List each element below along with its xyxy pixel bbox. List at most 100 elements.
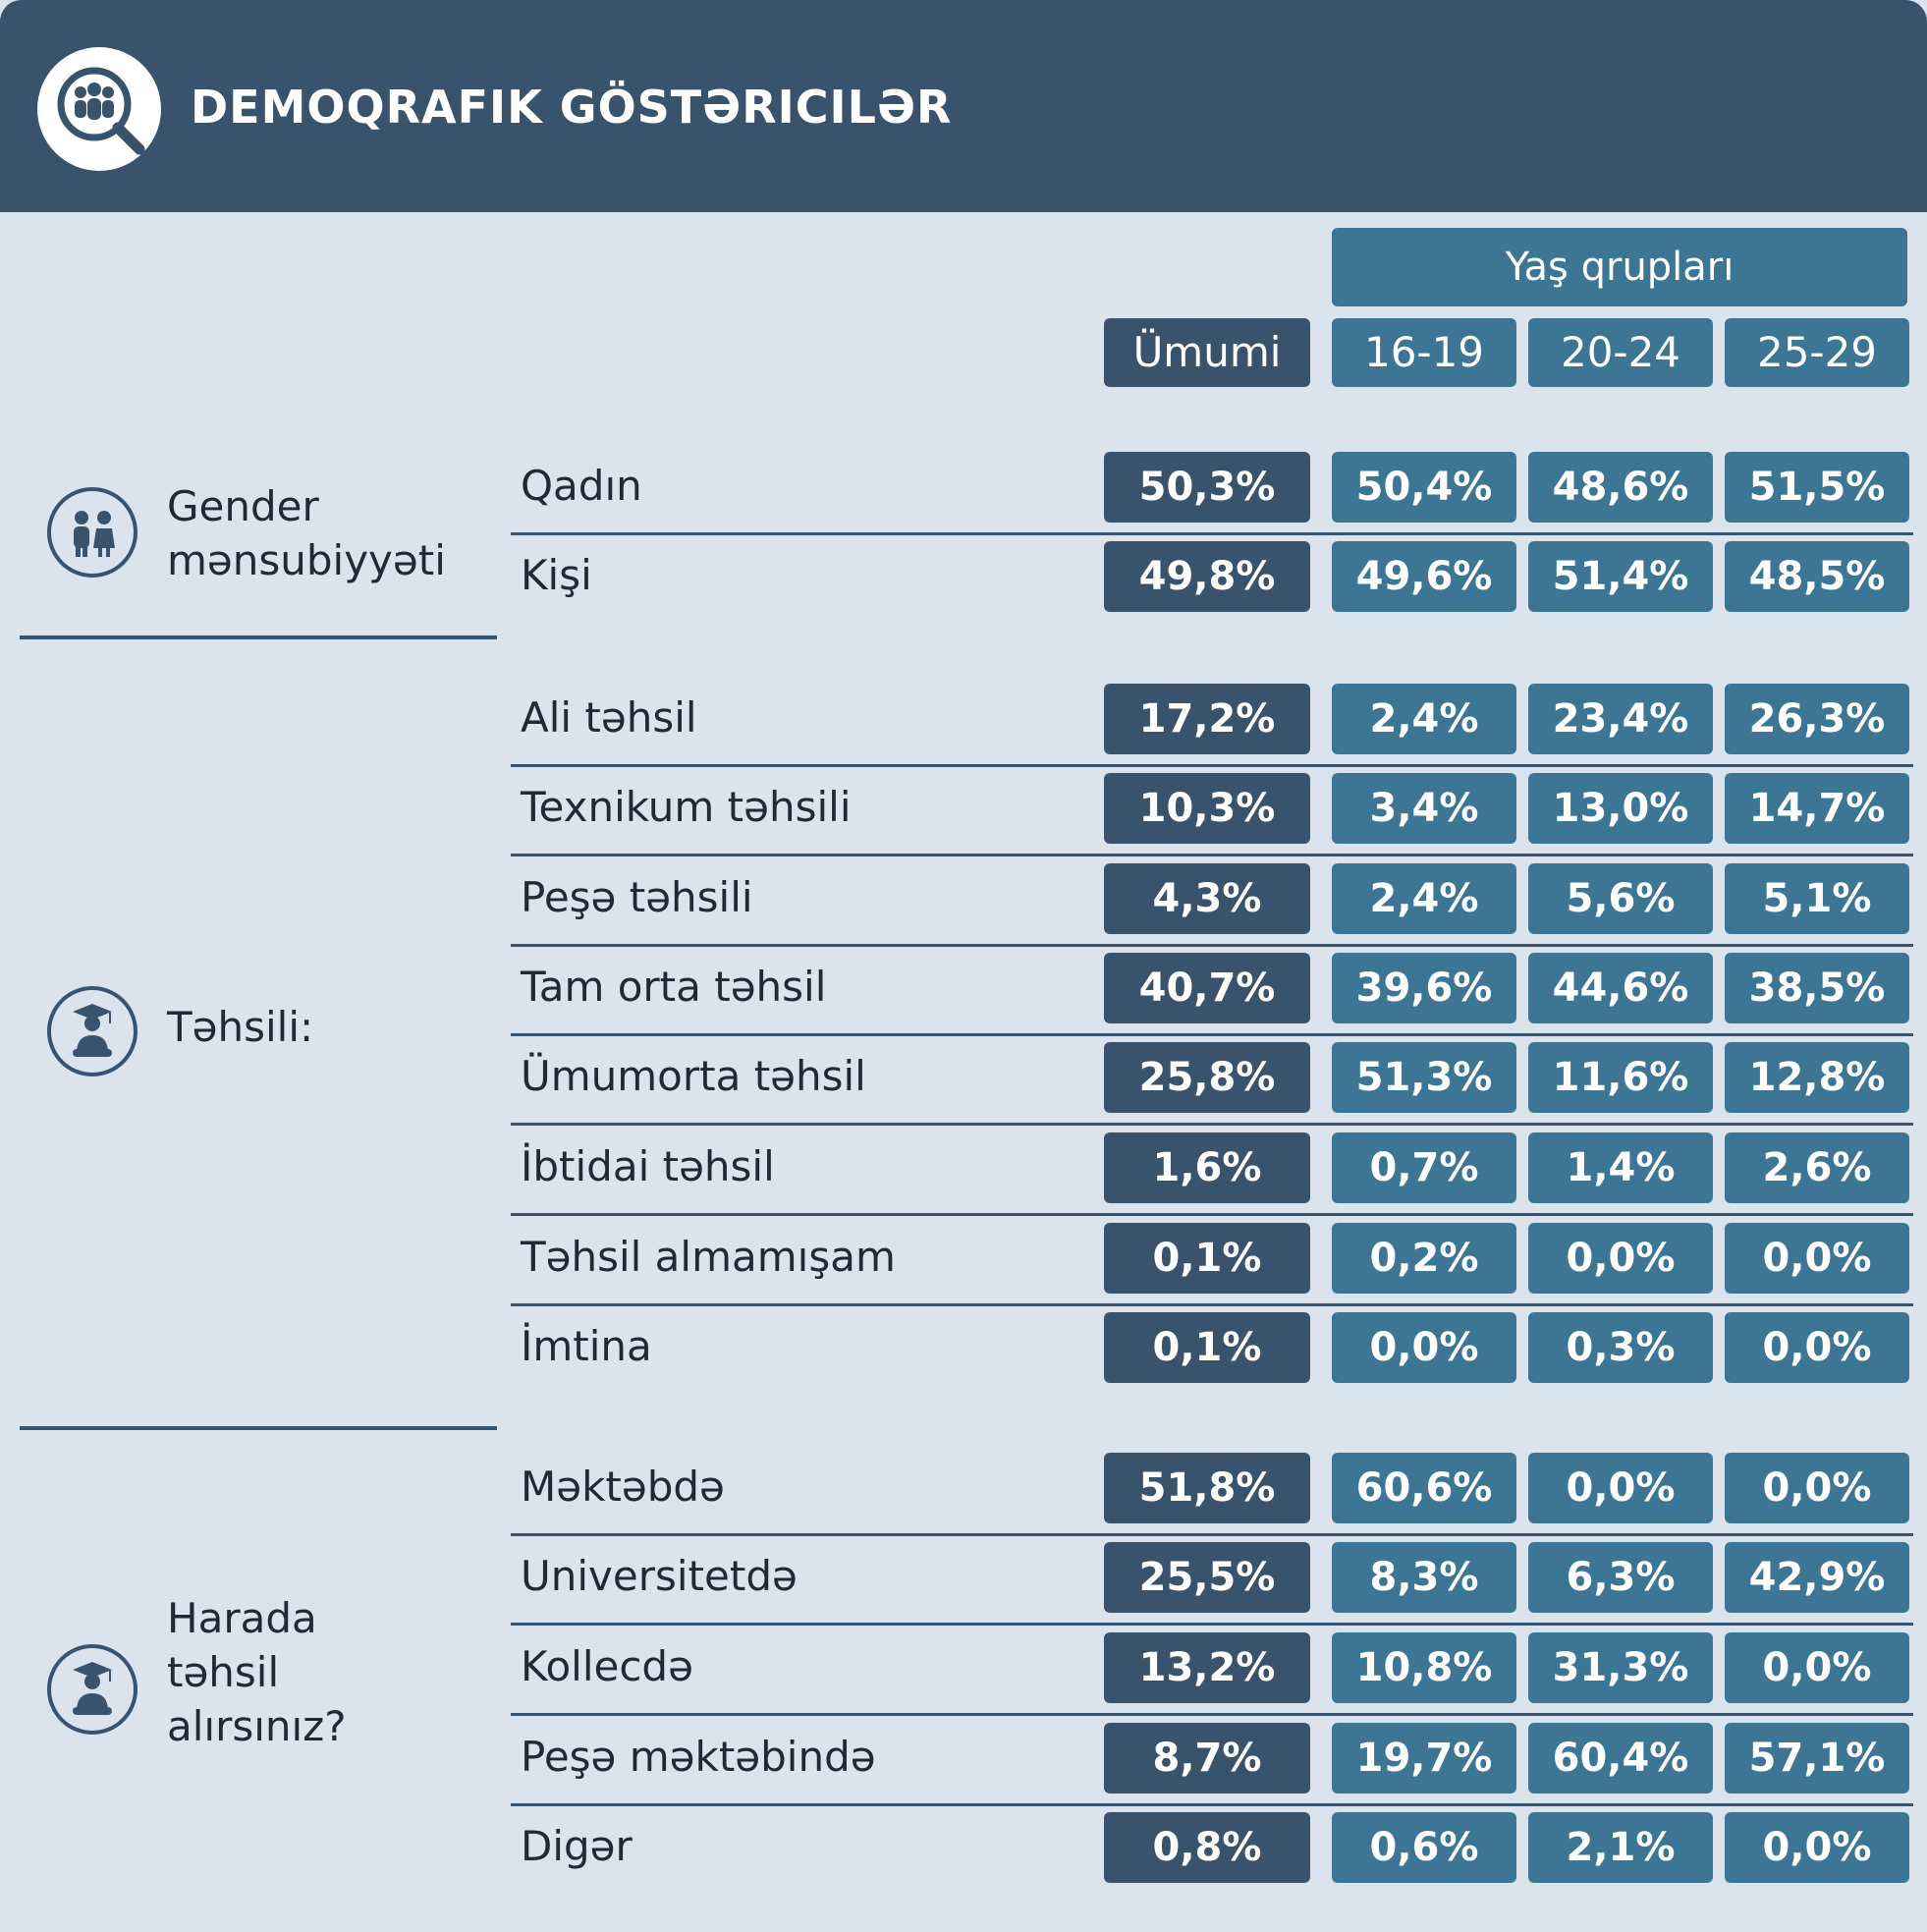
value-cell: 13,2%	[1104, 1632, 1310, 1703]
section-label-line: təhsil	[167, 1648, 280, 1696]
value-cell: 2,4%	[1332, 863, 1516, 934]
section-divider	[20, 635, 497, 639]
value-cell: 31,3%	[1528, 1632, 1713, 1703]
row-divider	[511, 1213, 1913, 1216]
row-divider	[511, 1303, 1913, 1306]
value-cell: 39,6%	[1332, 953, 1516, 1023]
value-cell: 17,2%	[1104, 684, 1310, 754]
value-cell: 51,4%	[1528, 541, 1713, 612]
page-title: DEMOQRAFIK GÖSTƏRICILƏR	[191, 81, 953, 134]
demographics-search-icon	[37, 47, 161, 171]
value-cell: 50,4%	[1332, 452, 1516, 523]
value-cell: 25,5%	[1104, 1542, 1310, 1613]
graduate-icon	[45, 1642, 139, 1737]
value-cell: 51,8%	[1104, 1453, 1310, 1523]
value-cell: 5,1%	[1725, 863, 1909, 934]
people-icon	[45, 485, 139, 580]
value-cell: 25,8%	[1104, 1042, 1310, 1113]
value-cell: 0,1%	[1104, 1223, 1310, 1294]
value-cell: 44,6%	[1528, 953, 1713, 1023]
age-groups-header: Yaş qrupları	[1332, 228, 1907, 306]
section-label: Təhsili:	[167, 1000, 313, 1054]
value-cell: 38,5%	[1725, 953, 1909, 1023]
value-cell: 14,7%	[1725, 773, 1909, 844]
value-cell: 4,3%	[1104, 863, 1310, 934]
value-cell: 3,4%	[1332, 773, 1516, 844]
row-label: Texnikum təhsili	[521, 783, 852, 831]
value-cell: 48,5%	[1725, 541, 1909, 612]
value-cell: 2,6%	[1725, 1132, 1909, 1203]
value-cell: 2,1%	[1528, 1812, 1713, 1883]
value-cell: 26,3%	[1725, 684, 1909, 754]
value-cell: 11,6%	[1528, 1042, 1713, 1113]
row-divider	[511, 1713, 1913, 1716]
section-label-line: Təhsili:	[167, 1003, 314, 1051]
section-label: Gender mənsubiyyəti	[167, 479, 446, 587]
value-cell: 0,1%	[1104, 1312, 1310, 1383]
row-divider	[511, 1123, 1913, 1126]
section-label: Harada təhsil alırsınız?	[167, 1591, 347, 1753]
section-label-line: mənsubiyyəti	[167, 536, 446, 584]
section-label-line: alırsınız?	[167, 1702, 347, 1750]
column-header-2: 20-24	[1528, 318, 1713, 387]
value-cell: 40,7%	[1104, 953, 1310, 1023]
row-divider	[511, 764, 1913, 767]
value-cell: 23,4%	[1528, 684, 1713, 754]
value-cell: 5,6%	[1528, 863, 1713, 934]
value-cell: 10,8%	[1332, 1632, 1516, 1703]
value-cell: 48,6%	[1528, 452, 1713, 523]
value-cell: 10,3%	[1104, 773, 1310, 844]
column-header-0: Ümumi	[1104, 318, 1310, 387]
value-cell: 1,6%	[1104, 1132, 1310, 1203]
row-label: Universitetdə	[521, 1552, 798, 1600]
value-cell: 0,6%	[1332, 1812, 1516, 1883]
row-label: Qadın	[521, 462, 642, 510]
row-label: Tam orta təhsil	[521, 963, 827, 1011]
value-cell: 0,0%	[1528, 1223, 1713, 1294]
value-cell: 0,8%	[1104, 1812, 1310, 1883]
value-cell: 51,3%	[1332, 1042, 1516, 1113]
row-label: Digər	[521, 1822, 633, 1870]
column-header-3: 25-29	[1725, 318, 1909, 387]
header-bar: DEMOQRAFIK GÖSTƏRICILƏR	[0, 0, 1927, 212]
value-cell: 49,6%	[1332, 541, 1516, 612]
value-cell: 60,4%	[1528, 1723, 1713, 1794]
value-cell: 0,0%	[1725, 1453, 1909, 1523]
row-label: Peşə təhsili	[521, 873, 753, 921]
graduate-icon	[45, 984, 139, 1078]
row-label: Ali təhsil	[521, 693, 697, 742]
row-label: Məktəbdə	[521, 1463, 725, 1511]
value-cell: 42,9%	[1725, 1542, 1909, 1613]
row-divider	[511, 1803, 1913, 1806]
row-label: İmtina	[521, 1322, 652, 1370]
row-label: İbtidai təhsil	[521, 1142, 775, 1190]
value-cell: 12,8%	[1725, 1042, 1909, 1113]
value-cell: 19,7%	[1332, 1723, 1516, 1794]
value-cell: 13,0%	[1528, 773, 1713, 844]
value-cell: 50,3%	[1104, 452, 1310, 523]
row-divider	[511, 944, 1913, 947]
row-divider	[511, 854, 1913, 856]
row-divider	[511, 1033, 1913, 1036]
row-divider	[511, 1533, 1913, 1536]
row-label: Təhsil almamışam	[521, 1233, 896, 1281]
value-cell: 6,3%	[1528, 1542, 1713, 1613]
value-cell: 0,0%	[1725, 1223, 1909, 1294]
value-cell: 0,2%	[1332, 1223, 1516, 1294]
value-cell: 8,3%	[1332, 1542, 1516, 1613]
row-label: Kollecdə	[521, 1642, 693, 1690]
column-header-1: 16-19	[1332, 318, 1516, 387]
value-cell: 0,7%	[1332, 1132, 1516, 1203]
value-cell: 49,8%	[1104, 541, 1310, 612]
value-cell: 2,4%	[1332, 684, 1516, 754]
section-label-line: Harada	[167, 1594, 317, 1642]
row-divider	[511, 1623, 1913, 1626]
row-divider	[511, 532, 1913, 535]
row-label: Kişi	[521, 551, 592, 599]
value-cell: 1,4%	[1528, 1132, 1713, 1203]
section-label-line: Gender	[167, 482, 319, 530]
value-cell: 0,0%	[1725, 1632, 1909, 1703]
value-cell: 60,6%	[1332, 1453, 1516, 1523]
value-cell: 51,5%	[1725, 452, 1909, 523]
